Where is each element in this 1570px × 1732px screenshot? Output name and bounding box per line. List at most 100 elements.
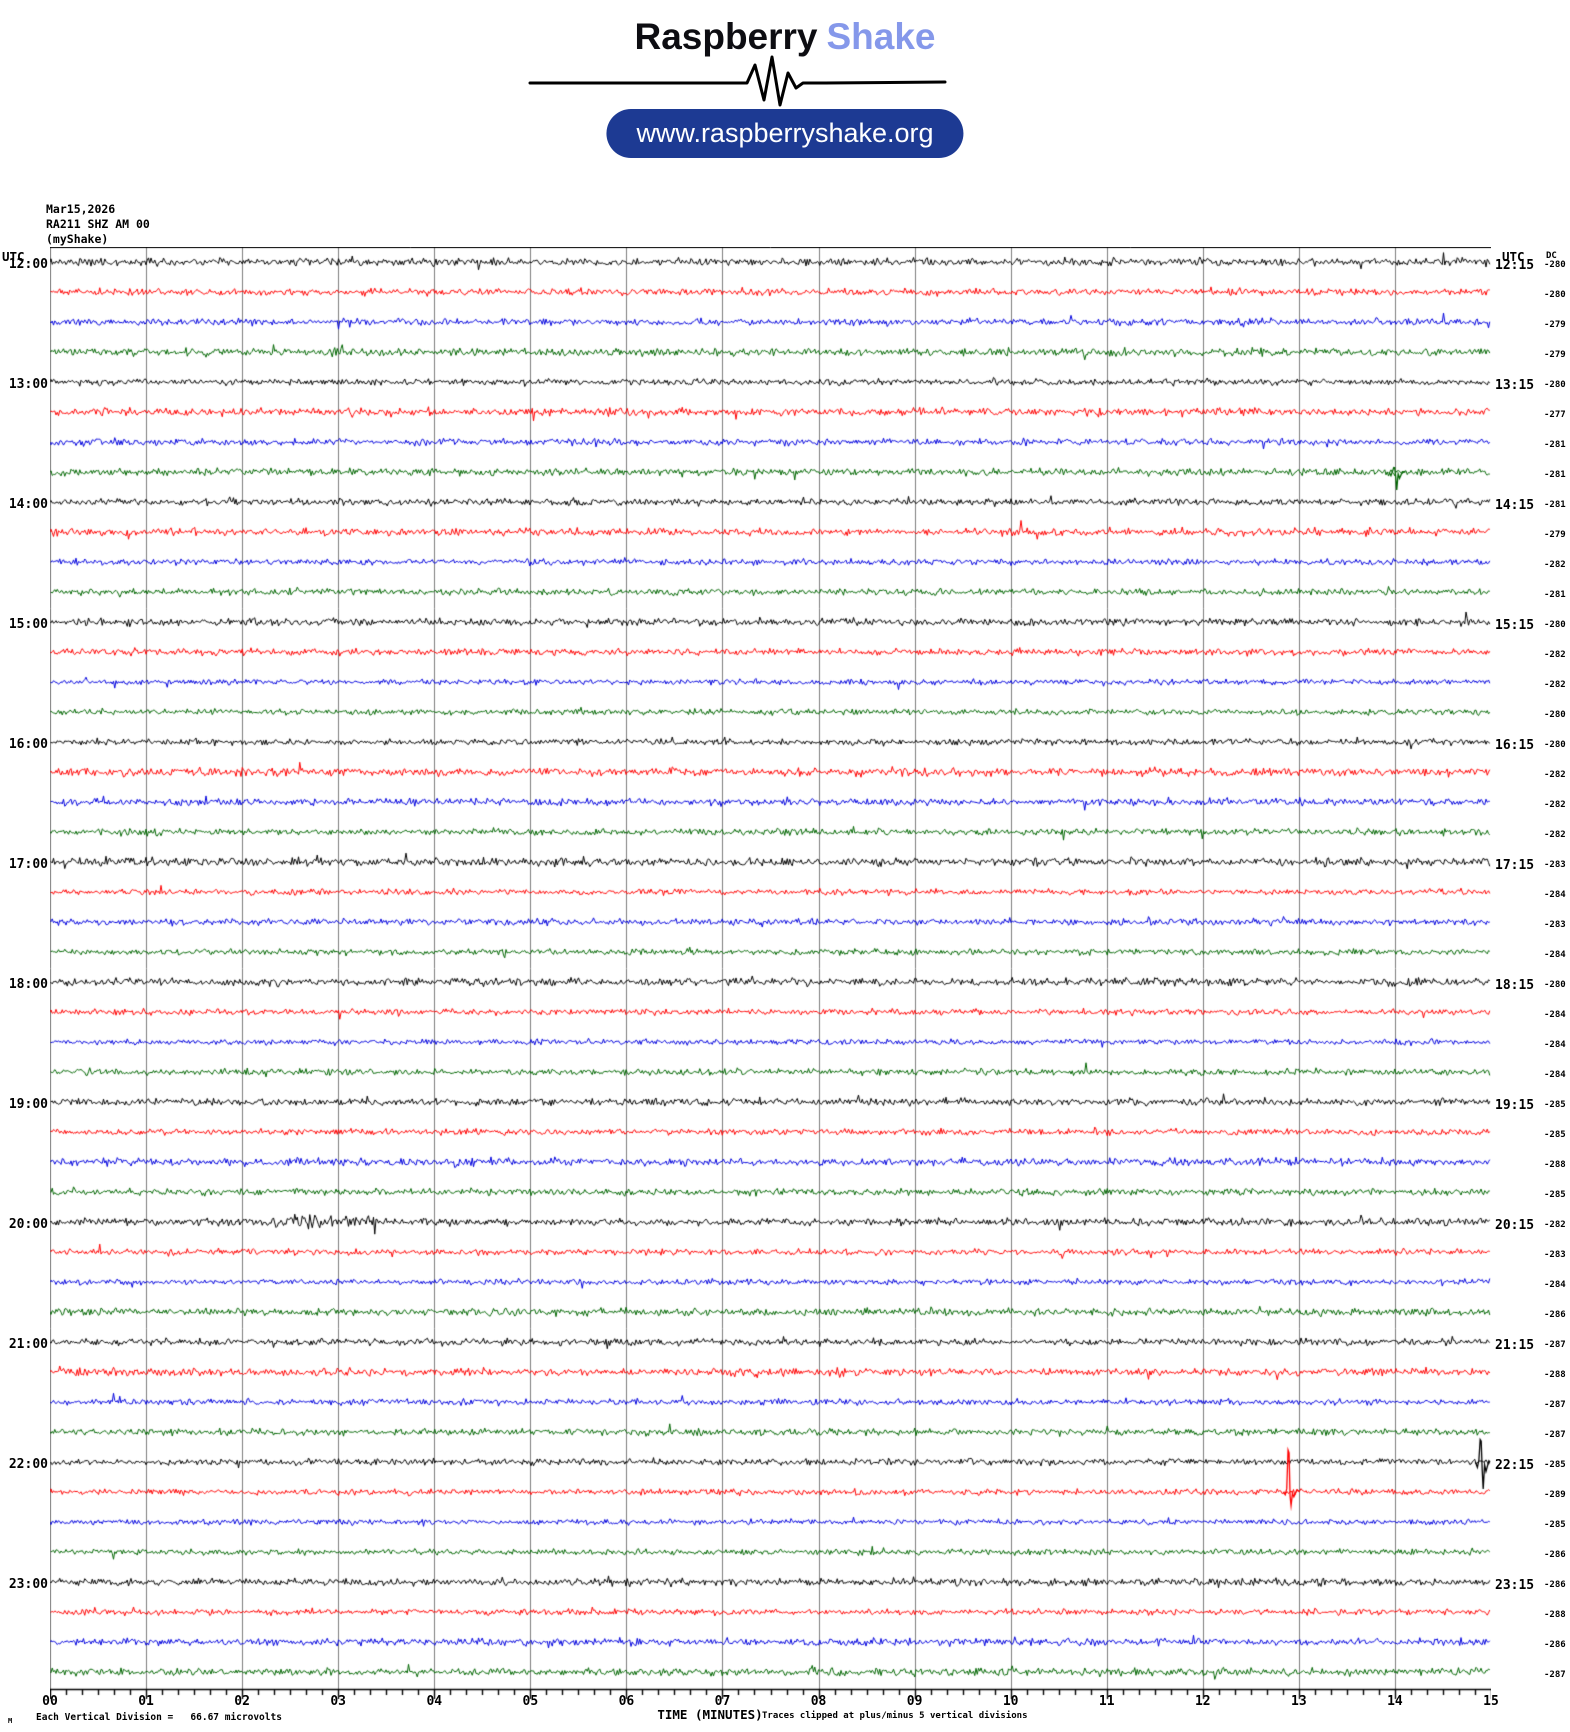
x-tick-label: 01 xyxy=(138,1694,154,1709)
dc-value: -288 xyxy=(1544,1370,1566,1380)
dc-value: -286 xyxy=(1544,1640,1566,1650)
x-tick-label: 04 xyxy=(426,1694,443,1709)
dc-value: -284 xyxy=(1544,950,1566,960)
x-tick-label: 06 xyxy=(618,1694,635,1709)
logo-text-primary: Raspberry xyxy=(634,16,818,57)
hour-label-right: 19:15 xyxy=(1495,1098,1535,1113)
clip-note: Traces clipped at plus/minus 5 vertical … xyxy=(762,1711,1028,1721)
seismic-wave-icon xyxy=(528,55,947,107)
dc-value: -280 xyxy=(1544,380,1566,390)
hour-label-right: 12:15 xyxy=(1495,258,1535,273)
hour-label-right: 13:15 xyxy=(1495,378,1535,393)
logo-text-accent: Shake xyxy=(826,16,936,57)
hour-label-right: 16:15 xyxy=(1495,738,1535,753)
x-tick-label: 03 xyxy=(330,1694,347,1709)
dc-value: -284 xyxy=(1544,890,1566,900)
right-axis-header: UTC xyxy=(1502,249,1525,264)
seismogram-canvas xyxy=(50,247,1491,1709)
hour-label-right: 15:15 xyxy=(1495,618,1535,633)
dc-value: -279 xyxy=(1544,350,1566,360)
dc-value: -282 xyxy=(1544,680,1566,690)
dc-value: -282 xyxy=(1544,770,1566,780)
dc-value: -285 xyxy=(1544,1100,1566,1110)
x-tick-label: 05 xyxy=(522,1694,539,1709)
station-code: RA211 SHZ AM 00 xyxy=(46,217,150,231)
hour-label-left: 16:00 xyxy=(8,737,48,752)
dc-value: -280 xyxy=(1544,290,1566,300)
dc-value: -285 xyxy=(1544,1130,1566,1140)
dc-value: -288 xyxy=(1544,1610,1566,1620)
dc-value: -282 xyxy=(1544,650,1566,660)
x-tick-label: 09 xyxy=(906,1694,923,1709)
dc-value: -286 xyxy=(1544,1580,1566,1590)
hour-label-right: 21:15 xyxy=(1495,1338,1535,1353)
x-tick-label: 00 xyxy=(42,1694,58,1709)
dc-value: -287 xyxy=(1544,1670,1566,1680)
dc-value: -282 xyxy=(1544,560,1566,570)
hour-label-right: 14:15 xyxy=(1495,498,1535,513)
dc-value: -283 xyxy=(1544,920,1566,930)
dc-value: -277 xyxy=(1544,410,1566,420)
dc-value: -285 xyxy=(1544,1460,1566,1470)
hour-label-left: 17:00 xyxy=(8,857,48,872)
hour-label-left: 14:00 xyxy=(8,497,48,512)
dc-value: -285 xyxy=(1544,1520,1566,1530)
hour-label-left: 13:00 xyxy=(8,377,48,392)
vertical-division-scale-note: Each Vertical Division = 66.67 microvolt… xyxy=(36,1712,282,1723)
website-link-button[interactable]: www.raspberryshake.org xyxy=(606,109,964,158)
dc-value: -284 xyxy=(1544,1040,1566,1050)
x-tick-label: 12 xyxy=(1194,1694,1211,1709)
dc-value: -281 xyxy=(1544,440,1566,450)
dc-value: -280 xyxy=(1544,980,1566,990)
dc-value: -284 xyxy=(1544,1070,1566,1080)
x-tick-label: 15 xyxy=(1483,1694,1499,1709)
station-date: Mar15,2026 xyxy=(46,202,116,216)
dc-value: -283 xyxy=(1544,1250,1566,1260)
x-tick-label: 07 xyxy=(714,1694,731,1709)
hour-label-left: 20:00 xyxy=(8,1217,48,1232)
dc-value: -279 xyxy=(1544,530,1566,540)
x-tick-label: 10 xyxy=(1002,1694,1019,1709)
station-info: Mar15,2026 RA211 SHZ AM 00 (myShake) xyxy=(46,202,150,247)
hour-label-right: 20:15 xyxy=(1495,1218,1535,1233)
dc-value: -286 xyxy=(1544,1310,1566,1320)
hour-label-left: 23:00 xyxy=(8,1577,48,1592)
hour-label-right: 22:15 xyxy=(1495,1458,1535,1473)
x-tick-label: 02 xyxy=(234,1694,250,1709)
dc-value: -282 xyxy=(1544,830,1566,840)
dc-value: -283 xyxy=(1544,860,1566,870)
dc-value: -281 xyxy=(1544,500,1566,510)
dc-value: -279 xyxy=(1544,320,1566,330)
hour-label-right: 18:15 xyxy=(1495,978,1535,993)
hour-label-right: 17:15 xyxy=(1495,858,1535,873)
x-axis-title: TIME (MINUTES) xyxy=(657,1707,763,1722)
dc-value: -281 xyxy=(1544,590,1566,600)
dc-value: -280 xyxy=(1544,260,1566,270)
hour-label-left: 22:00 xyxy=(8,1457,48,1472)
hour-label-left: 19:00 xyxy=(8,1097,48,1112)
left-axis-header: UTC xyxy=(2,249,25,264)
logo: Raspberry Shake xyxy=(0,16,1570,58)
dc-value: -281 xyxy=(1544,470,1566,480)
x-tick-label: 11 xyxy=(1098,1694,1115,1709)
dc-value: -286 xyxy=(1544,1550,1566,1560)
dc-value: -282 xyxy=(1544,800,1566,810)
x-tick-label: 14 xyxy=(1387,1694,1403,1709)
hour-label-left: 12:00 xyxy=(8,257,48,272)
dc-value: -280 xyxy=(1544,740,1566,750)
hour-label-right: 23:15 xyxy=(1495,1578,1535,1593)
scale-note-prefix: M xyxy=(8,1717,13,1725)
dc-value: -280 xyxy=(1544,710,1566,720)
dc-value: -287 xyxy=(1544,1430,1566,1440)
hour-label-left: 21:00 xyxy=(8,1337,48,1352)
dc-value: -284 xyxy=(1544,1280,1566,1290)
hour-label-left: 18:00 xyxy=(8,977,48,992)
dc-value: -288 xyxy=(1544,1160,1566,1170)
dc-value: -289 xyxy=(1544,1490,1566,1500)
x-tick-label: 13 xyxy=(1291,1694,1307,1709)
dc-value: -282 xyxy=(1544,1220,1566,1230)
dc-column-header: DC xyxy=(1546,251,1557,261)
dc-value: -280 xyxy=(1544,620,1566,630)
dc-value: -285 xyxy=(1544,1190,1566,1200)
